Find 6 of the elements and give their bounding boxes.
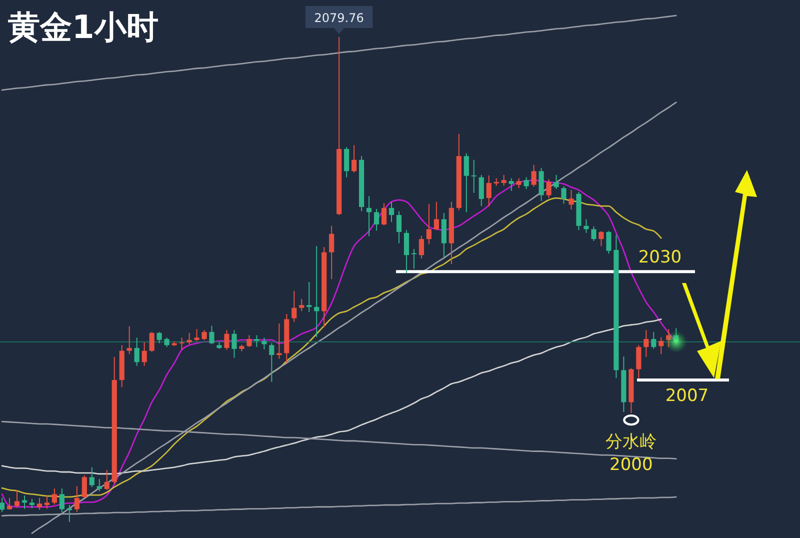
annotation: 分水岭 xyxy=(606,432,657,452)
annotation: 2000 xyxy=(610,455,653,476)
annotation: 2079.76 xyxy=(314,10,364,25)
ref-line-label: 2007 xyxy=(665,386,709,406)
chart-title: 黄金1小时 xyxy=(8,8,158,46)
ref-line-label: 2030 xyxy=(638,248,682,268)
